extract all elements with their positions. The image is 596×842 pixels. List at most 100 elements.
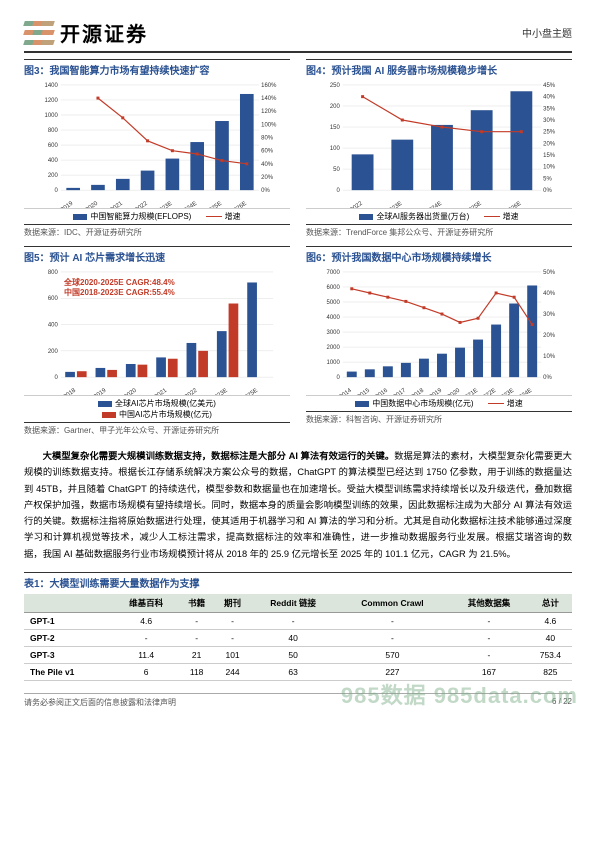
svg-text:2023E: 2023E xyxy=(498,388,516,395)
body-paragraph: 大模型复杂化需要大规模训练数据支持，数据标注是大部分 AI 算法有效运行的关键。… xyxy=(24,448,572,562)
svg-text:1200: 1200 xyxy=(45,98,59,104)
chart4: 图4：预计我国 AI 服务器市场规模稳步增长 0501001502002500%… xyxy=(306,59,572,238)
svg-text:2026E: 2026E xyxy=(505,201,523,208)
table-row: GPT-14.6-----4.6 xyxy=(24,612,572,629)
svg-text:0%: 0% xyxy=(261,188,270,194)
svg-text:10%: 10% xyxy=(543,354,556,360)
svg-text:0: 0 xyxy=(336,375,340,381)
svg-text:2020: 2020 xyxy=(85,200,100,208)
svg-text:2021E: 2021E xyxy=(462,388,480,395)
svg-text:120%: 120% xyxy=(261,109,277,115)
table-header: 维基百科 xyxy=(114,594,179,613)
para-lead: 大模型复杂化需要大规模训练数据支持，数据标注是大部分 AI 算法有效运行的关键。 xyxy=(43,451,395,461)
data-table: 维基百科书籍期刊Reddit 链接Common Crawl其他数据集总计 GPT… xyxy=(24,594,572,681)
chart4-legend-bar: 全球AI服务器出货量(万台) xyxy=(376,212,469,221)
svg-text:2026E: 2026E xyxy=(230,201,248,208)
svg-text:0: 0 xyxy=(54,375,58,381)
svg-text:5000: 5000 xyxy=(327,300,341,306)
svg-text:1000: 1000 xyxy=(45,113,59,119)
svg-text:200: 200 xyxy=(330,104,341,110)
svg-text:80%: 80% xyxy=(261,136,274,142)
svg-text:2025E: 2025E xyxy=(465,201,483,208)
svg-text:2014: 2014 xyxy=(339,387,354,395)
svg-text:2022: 2022 xyxy=(349,201,363,208)
svg-text:2018: 2018 xyxy=(411,387,426,395)
svg-text:140%: 140% xyxy=(261,96,277,102)
svg-text:30%: 30% xyxy=(543,118,556,124)
svg-text:2017: 2017 xyxy=(393,388,407,395)
chart4-legend-line: 增速 xyxy=(503,212,519,221)
chart5-source: 数据来源：Gartner、甲子光年公众号、开源证券研究所 xyxy=(24,422,290,436)
chart5-legend-b: 中国AI芯片市场规模(亿元) xyxy=(119,410,212,419)
svg-text:600: 600 xyxy=(48,143,59,149)
svg-text:0%: 0% xyxy=(543,188,552,194)
table-title: 表1：大模型训练需要大量数据作为支撑 xyxy=(24,572,572,590)
svg-text:2000: 2000 xyxy=(327,345,341,351)
chart6-title: 图6：预计我国数据中心市场规模持续增长 xyxy=(306,246,572,264)
svg-text:2022: 2022 xyxy=(184,388,198,395)
svg-text:2018: 2018 xyxy=(63,387,78,395)
chart5-title: 图5：预计 AI 芯片需求增长迅速 xyxy=(24,246,290,264)
svg-text:2023E: 2023E xyxy=(156,201,174,208)
svg-text:600: 600 xyxy=(48,296,59,302)
para-body: 数据是算法的素材，大模型复杂化需要更大规模的训练数据支持。根据长江存储系统解决方… xyxy=(24,451,572,559)
svg-text:0: 0 xyxy=(336,188,340,194)
svg-text:2025E: 2025E xyxy=(206,201,224,208)
svg-text:2019: 2019 xyxy=(93,387,108,395)
svg-text:1400: 1400 xyxy=(45,83,59,89)
svg-text:60%: 60% xyxy=(261,149,274,155)
svg-text:2020: 2020 xyxy=(123,387,138,395)
table-header: 书籍 xyxy=(179,594,215,613)
svg-text:20%: 20% xyxy=(543,141,556,147)
svg-text:2022: 2022 xyxy=(134,201,148,208)
chart6-legend-bar: 中国数据中心市场规模(亿元) xyxy=(372,399,473,408)
chart3-legend-bar: 中国智能算力规模(EFLOPS) xyxy=(90,212,191,221)
svg-text:2022E: 2022E xyxy=(480,388,498,395)
svg-text:45%: 45% xyxy=(543,83,556,89)
svg-text:2024E: 2024E xyxy=(181,201,199,208)
chart5-legend-a: 全球AI芯片市场规模(亿美元) xyxy=(115,399,216,408)
watermark: 985数据 985data.com xyxy=(341,678,578,710)
svg-text:2024E: 2024E xyxy=(426,201,444,208)
logo-icon xyxy=(24,21,54,45)
svg-text:2015: 2015 xyxy=(357,387,372,395)
svg-text:2019: 2019 xyxy=(429,387,444,395)
section-label: 中小盘主题 xyxy=(522,25,572,40)
svg-text:2023E: 2023E xyxy=(386,201,404,208)
svg-text:50: 50 xyxy=(333,167,340,173)
chart6-source: 数据来源：科智咨询、开源证券研究所 xyxy=(306,411,572,425)
table-row: GPT-2---40--40 xyxy=(24,629,572,646)
svg-text:25%: 25% xyxy=(543,130,556,136)
chart5-inner-label: 全球2020-2025E CAGR:48.4%中国2018-2023E CAGR… xyxy=(64,278,175,299)
svg-text:2016: 2016 xyxy=(375,387,390,395)
chart3: 图3：我国智能算力市场有望持续快速扩容 02004006008001000120… xyxy=(24,59,290,238)
svg-text:35%: 35% xyxy=(543,106,556,112)
svg-text:800: 800 xyxy=(48,270,59,276)
svg-text:2023E: 2023E xyxy=(211,388,229,395)
svg-text:400: 400 xyxy=(48,323,59,329)
table-header: Reddit 链接 xyxy=(251,594,336,613)
svg-text:200: 200 xyxy=(48,349,59,355)
svg-text:200: 200 xyxy=(48,173,59,179)
chart3-title: 图3：我国智能算力市场有望持续快速扩容 xyxy=(24,59,290,77)
svg-text:150: 150 xyxy=(330,125,341,131)
svg-text:5%: 5% xyxy=(543,176,552,182)
svg-text:20%: 20% xyxy=(543,333,556,339)
chart6-legend-line: 增速 xyxy=(507,399,523,408)
svg-text:100%: 100% xyxy=(261,122,277,128)
svg-text:0%: 0% xyxy=(543,375,552,381)
svg-text:40%: 40% xyxy=(543,95,556,101)
table-header: 其他数据集 xyxy=(449,594,529,613)
svg-text:4000: 4000 xyxy=(327,315,341,321)
page-header: 开源证券 中小盘主题 xyxy=(24,18,572,53)
table-header: 总计 xyxy=(529,594,572,613)
table-header xyxy=(24,594,114,613)
svg-text:10%: 10% xyxy=(543,165,556,171)
svg-text:800: 800 xyxy=(48,128,59,134)
svg-text:40%: 40% xyxy=(261,162,274,168)
org-name: 开源证券 xyxy=(60,18,148,47)
svg-text:20%: 20% xyxy=(261,175,274,181)
svg-text:7000: 7000 xyxy=(327,270,341,276)
svg-text:1000: 1000 xyxy=(327,360,341,366)
chart3-source: 数据来源：IDC、开源证券研究所 xyxy=(24,224,290,238)
